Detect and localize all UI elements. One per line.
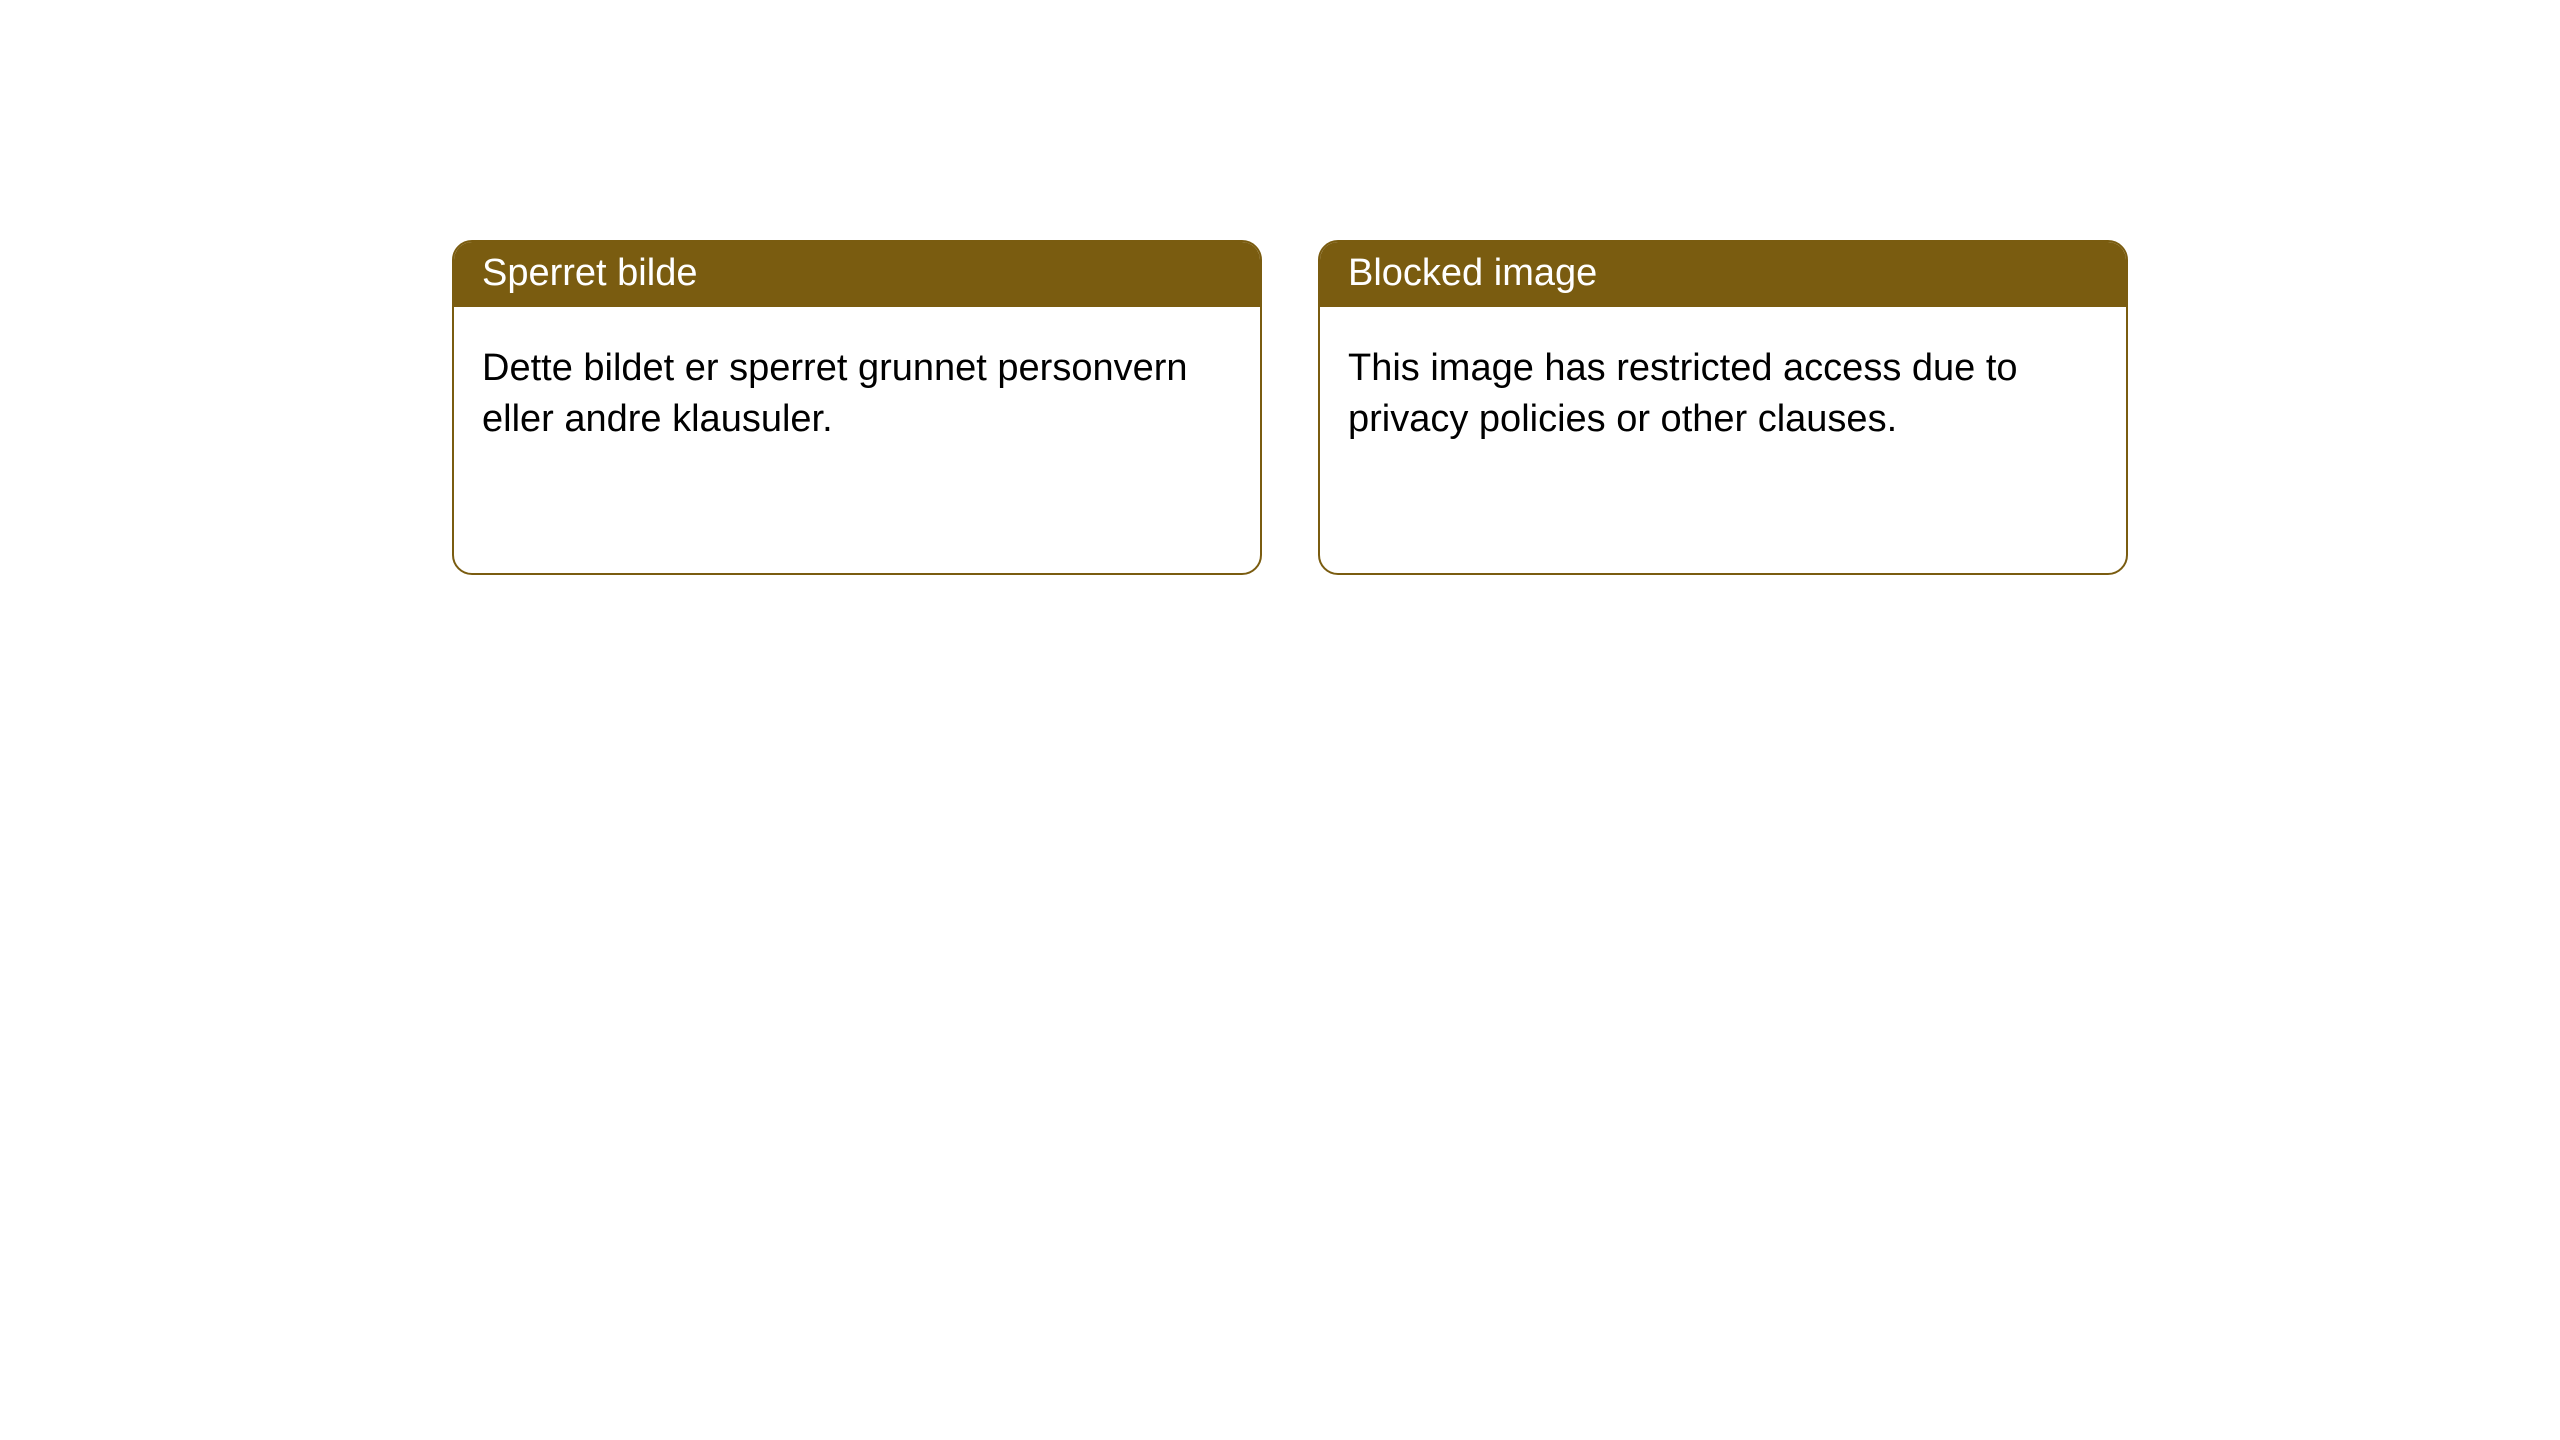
card-body-text: This image has restricted access due to …	[1348, 347, 2018, 440]
card-title: Sperret bilde	[482, 252, 697, 294]
notice-card-english: Blocked image This image has restricted …	[1318, 240, 2128, 575]
card-body: Dette bildet er sperret grunnet personve…	[454, 307, 1260, 482]
card-header: Blocked image	[1320, 242, 2126, 307]
card-header: Sperret bilde	[454, 242, 1260, 307]
card-title: Blocked image	[1348, 252, 1597, 294]
card-body: This image has restricted access due to …	[1320, 307, 2126, 482]
card-body-text: Dette bildet er sperret grunnet personve…	[482, 347, 1188, 440]
notice-cards-container: Sperret bilde Dette bildet er sperret gr…	[452, 240, 2128, 575]
notice-card-norwegian: Sperret bilde Dette bildet er sperret gr…	[452, 240, 1262, 575]
